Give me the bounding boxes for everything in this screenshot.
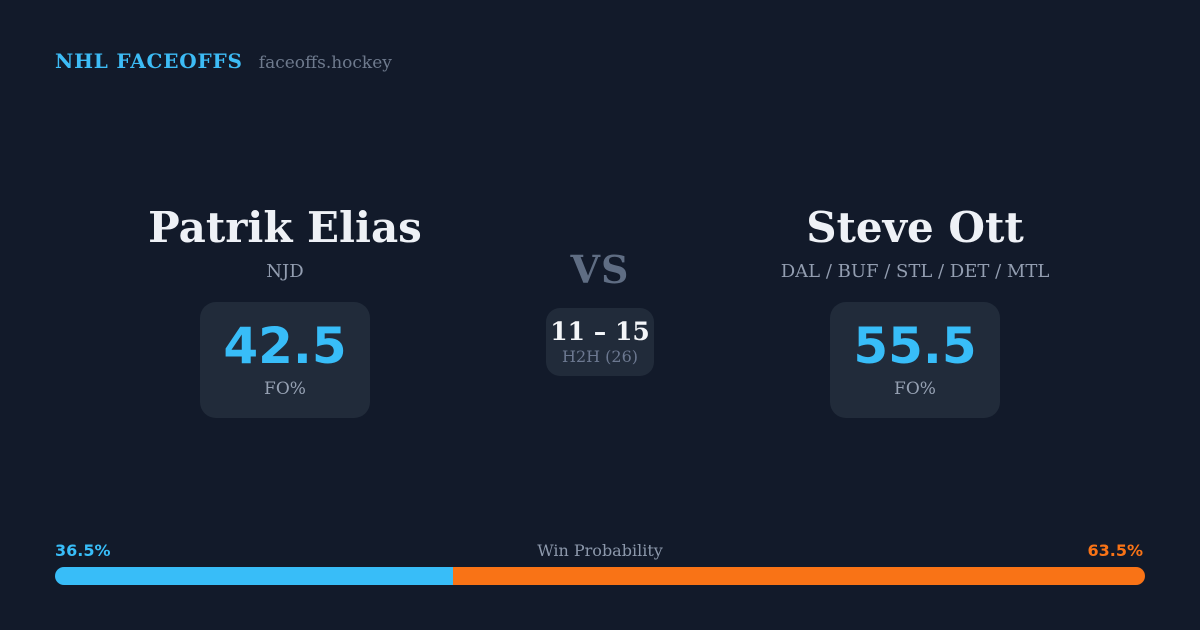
site-domain: faceoffs.hockey (258, 53, 392, 73)
h2h-score: 11 – 15 (550, 317, 650, 346)
h2h-label: H2H (26) (561, 347, 638, 366)
player-column-left: Patrik Elias NJD 42.5 FO% (105, 203, 465, 418)
stat-label-right: FO% (894, 379, 936, 400)
win-probability-labels: 36.5% Win Probability 63.5% (55, 541, 1145, 563)
win-probability-title: Win Probability (537, 541, 663, 560)
win-probability-bar (55, 567, 1145, 585)
right-probability-label: 63.5% (1087, 541, 1143, 560)
player-name-left: Patrik Elias (148, 203, 422, 252)
left-probability-label: 36.5% (55, 541, 111, 560)
versus-column: VS 11 – 15 H2H (26) (510, 205, 690, 376)
fo-percentage-right: 55.5 (853, 317, 977, 376)
header: NHL FACEOFFS faceoffs.hockey (55, 49, 392, 73)
brand-logo: NHL FACEOFFS (55, 49, 243, 73)
vs-label: VS (570, 247, 630, 292)
player-teams-right: DAL / BUF / STL / DET / MTL (780, 261, 1050, 283)
fo-percentage-left: 42.5 (223, 317, 347, 376)
stat-card-right: 55.5 FO% (830, 301, 1000, 418)
bar-segment-right (452, 567, 1145, 585)
stat-label-left: FO% (264, 379, 306, 400)
stat-card-left: 42.5 FO% (200, 301, 370, 418)
player-teams-left: NJD (266, 261, 304, 283)
player-column-right: Steve Ott DAL / BUF / STL / DET / MTL 55… (735, 203, 1095, 418)
h2h-card: 11 – 15 H2H (26) (546, 308, 654, 376)
player-name-right: Steve Ott (806, 203, 1024, 252)
bar-segment-left (55, 567, 453, 585)
